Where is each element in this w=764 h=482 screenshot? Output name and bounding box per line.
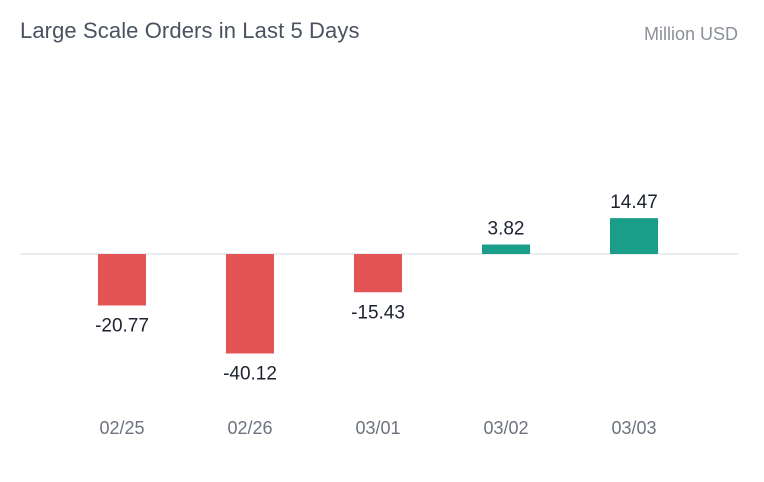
value-label-02-25: -20.77 xyxy=(95,316,149,337)
x-tick-label-03-03: 03/03 xyxy=(611,418,656,438)
bar-03-03 xyxy=(610,218,658,254)
x-tick-label-03-02: 03/02 xyxy=(483,418,528,438)
x-tick-label-02-26: 02/26 xyxy=(227,418,272,438)
value-label-03-01: -15.43 xyxy=(351,302,405,323)
bars-group xyxy=(98,218,658,354)
x-tick-labels-group: 02/25 02/26 03/01 03/02 03/03 xyxy=(99,418,656,438)
value-labels-group: -20.77 -40.12 -15.43 3.82 14.47 xyxy=(95,192,658,384)
x-tick-label-03-01: 03/01 xyxy=(355,418,400,438)
x-tick-label-02-25: 02/25 xyxy=(99,418,144,438)
value-label-03-03: 14.47 xyxy=(610,192,658,213)
chart-title: Large Scale Orders in Last 5 Days xyxy=(20,18,360,43)
bar-02-26 xyxy=(226,254,274,354)
bar-03-02 xyxy=(482,244,530,254)
bar-03-01 xyxy=(354,254,402,293)
bar-02-25 xyxy=(98,254,146,306)
value-label-02-26: -40.12 xyxy=(223,363,277,384)
value-label-03-02: 3.82 xyxy=(488,219,525,240)
unit-label: Million USD xyxy=(643,24,738,44)
